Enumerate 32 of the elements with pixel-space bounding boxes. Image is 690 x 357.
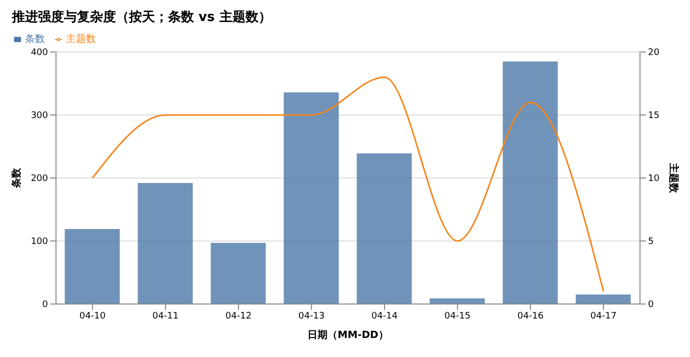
bar — [502, 61, 558, 304]
x-tick-label: 04-12 — [225, 311, 252, 322]
y2-tick-label: 0 — [648, 300, 654, 310]
bar — [284, 92, 339, 304]
x-tick-label: 04-13 — [298, 311, 325, 322]
x-tick-label: 04-17 — [590, 311, 617, 322]
y2-tick-label: 15 — [648, 111, 660, 122]
legend-label: 主题数 — [66, 34, 96, 45]
bar — [576, 294, 631, 304]
x-axis-title: 日期（MM-DD） — [308, 329, 388, 341]
y2-tick-label: 20 — [648, 48, 660, 58]
x-tick-label: 04-10 — [79, 311, 106, 322]
y-axis-title: 条数 — [10, 167, 23, 189]
y-tick-label: 300 — [30, 111, 48, 122]
bar — [356, 153, 412, 304]
y2-tick-label: 10 — [648, 174, 660, 184]
y2-axis-title: 主题数 — [667, 162, 680, 194]
x-tick-label: 04-15 — [444, 311, 471, 322]
bar — [138, 183, 193, 304]
y2-tick-label: 5 — [648, 237, 654, 248]
x-tick-label: 04-14 — [371, 311, 398, 322]
y-tick-label: 400 — [30, 48, 48, 58]
y-tick-label: 100 — [30, 237, 48, 248]
legend-label: 条数 — [25, 34, 45, 45]
y-tick-label: 0 — [42, 300, 48, 310]
bar — [210, 242, 266, 304]
bar — [64, 229, 120, 304]
x-tick-label: 04-16 — [517, 311, 544, 322]
x-tick-label: 04-11 — [152, 311, 179, 322]
y-tick-label: 200 — [30, 174, 48, 184]
chart-title: 推进强度与复杂度（按天；条数 vs 主题数） — [12, 8, 272, 26]
line-series — [92, 76, 604, 292]
